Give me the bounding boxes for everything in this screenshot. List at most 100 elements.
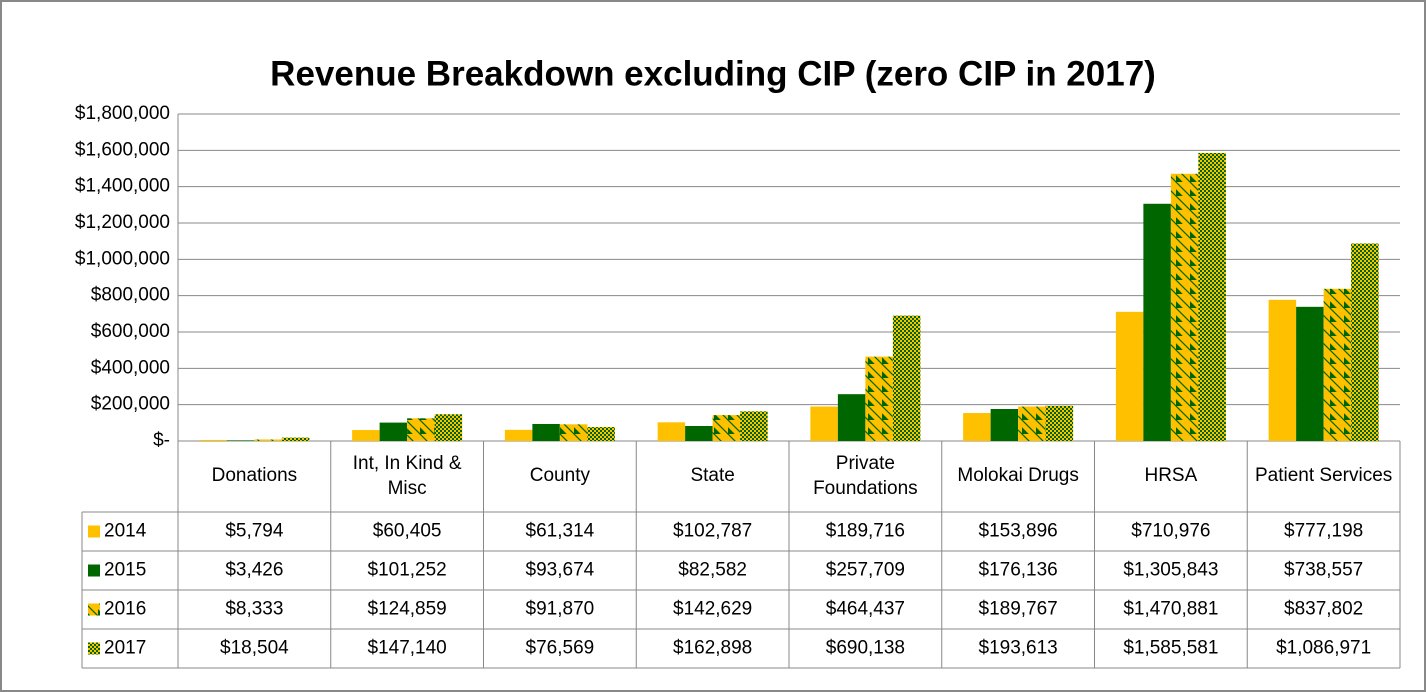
data-label: $837,802 <box>1284 599 1363 620</box>
bar <box>1018 406 1046 441</box>
data-label: $91,870 <box>526 599 595 620</box>
bar <box>963 413 991 441</box>
data-label: $189,767 <box>979 599 1058 620</box>
data-label: $738,557 <box>1284 560 1363 581</box>
category-cell: HRSA <box>1144 465 1198 487</box>
bar <box>559 424 588 441</box>
x-tick-label: HRSA <box>1144 465 1198 487</box>
data-label: $3,426 <box>225 560 283 581</box>
y-tick-label: $1,800,000 <box>75 103 170 124</box>
y-tick-label: $400,000 <box>91 357 170 378</box>
y-tick-label: $1,600,000 <box>75 139 170 160</box>
y-tick-label: $600,000 <box>91 321 170 342</box>
data-label: $124,859 <box>368 599 447 620</box>
data-label: $61,314 <box>526 521 595 542</box>
data-label: $1,305,843 <box>1123 560 1218 581</box>
data-label: $8,333 <box>225 599 283 620</box>
data-label: $193,613 <box>979 638 1058 659</box>
legend-label: 2016 <box>104 599 146 620</box>
y-tick-label: $1,400,000 <box>75 176 170 197</box>
data-label: $690,138 <box>826 638 905 659</box>
bar <box>740 411 768 441</box>
bar <box>254 439 282 441</box>
y-tick-label: $200,000 <box>91 394 170 415</box>
x-tick-label: Patient Services <box>1254 465 1393 487</box>
data-label: $102,787 <box>673 521 752 542</box>
x-tick-label: Private Foundations <box>813 452 918 499</box>
category-cell: Molokai Drugs <box>957 465 1079 487</box>
legend-label: 2015 <box>104 560 146 581</box>
data-label: $1,470,881 <box>1123 599 1218 620</box>
bar <box>1143 203 1171 441</box>
bar <box>379 422 408 441</box>
category-cell: Private Foundations <box>813 452 918 499</box>
bar <box>434 414 463 441</box>
data-label: $1,585,581 <box>1123 638 1218 659</box>
bar <box>281 437 310 441</box>
x-tick-label: State <box>690 465 735 487</box>
bar <box>990 409 1019 441</box>
data-label: $777,198 <box>1284 521 1363 542</box>
bar <box>712 415 741 441</box>
legend-label: 2014 <box>104 521 147 542</box>
data-label: $176,136 <box>979 560 1058 581</box>
bar <box>1323 288 1352 441</box>
legend-key <box>88 603 100 616</box>
bar <box>352 430 380 441</box>
data-label: $18,504 <box>220 638 289 659</box>
y-tick-label: $1,200,000 <box>75 212 170 233</box>
bar <box>1268 299 1297 441</box>
bar <box>532 423 560 441</box>
legend-key <box>88 525 100 538</box>
bar <box>1045 405 1074 441</box>
x-tick-label: Donations <box>211 465 298 487</box>
bar <box>657 422 686 441</box>
data-label: $710,976 <box>1131 521 1210 542</box>
bar <box>1198 152 1226 441</box>
category-cell: State <box>690 465 735 487</box>
bar <box>810 406 838 441</box>
data-label: $101,252 <box>368 560 447 581</box>
data-label: $1,086,971 <box>1276 638 1371 659</box>
category-cell: Int, In Kind & Misc <box>352 452 462 499</box>
y-tick-label: $800,000 <box>91 285 170 306</box>
y-tick-label: $1,000,000 <box>75 248 170 269</box>
bar <box>407 418 435 441</box>
category-cell: Donations <box>211 465 298 487</box>
data-label: $464,437 <box>826 599 905 620</box>
bar <box>892 315 921 441</box>
category-cell: Patient Services <box>1254 465 1393 487</box>
bar <box>504 429 533 441</box>
data-label: $162,898 <box>673 638 752 659</box>
data-label: $5,794 <box>225 521 284 542</box>
bar <box>1296 306 1324 441</box>
bar <box>226 440 255 441</box>
bar <box>837 394 866 441</box>
data-label: $189,716 <box>826 521 905 542</box>
legend-key <box>88 642 100 655</box>
bar <box>1351 243 1379 441</box>
data-label: $142,629 <box>673 599 752 620</box>
bar <box>685 425 713 441</box>
data-label: $60,405 <box>373 521 442 542</box>
chart-title: Revenue Breakdown excluding CIP (zero CI… <box>270 54 1156 93</box>
legend-key <box>88 564 100 577</box>
category-cell: County <box>529 465 590 487</box>
x-tick-label: County <box>529 465 590 487</box>
data-label: $147,140 <box>368 638 447 659</box>
data-label: $82,582 <box>678 560 747 581</box>
x-tick-label: Molokai Drugs <box>957 465 1079 487</box>
bar <box>865 356 893 441</box>
bar <box>1170 173 1199 441</box>
bar <box>1115 311 1144 441</box>
data-label: $76,569 <box>526 638 595 659</box>
data-label: $93,674 <box>526 560 595 581</box>
x-tick-label: Int, In Kind & Misc <box>352 452 462 499</box>
data-label: $257,709 <box>826 560 905 581</box>
legend-label: 2017 <box>104 638 146 659</box>
bar <box>587 427 615 441</box>
data-label: $153,896 <box>979 521 1058 542</box>
bar <box>199 439 227 441</box>
